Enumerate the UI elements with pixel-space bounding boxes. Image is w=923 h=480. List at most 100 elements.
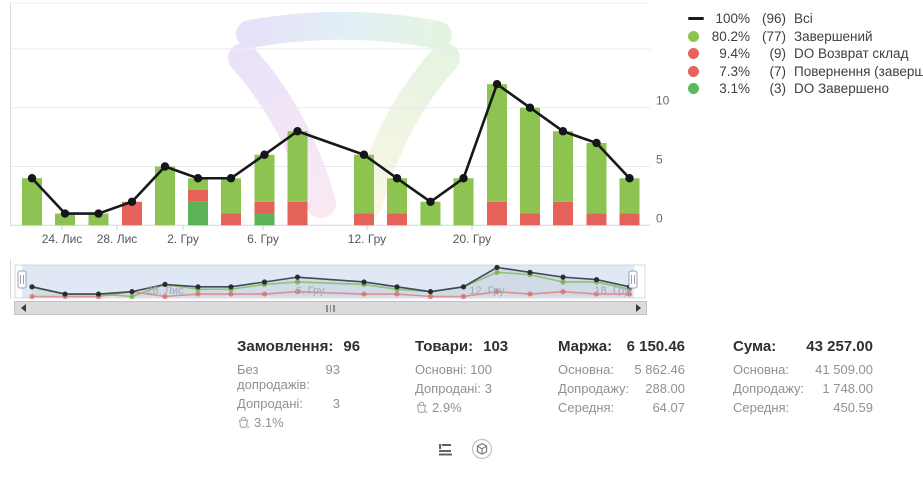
scrollbar-right-arrow-button[interactable] xyxy=(630,302,646,314)
stat-title: Маржа: xyxy=(558,338,613,355)
line-point xyxy=(127,197,137,206)
navigator-total-series-point xyxy=(593,276,600,283)
bar-segment-red[interactable] xyxy=(387,213,407,226)
navigator-date-label: 12. Гру xyxy=(469,285,505,297)
y-axis-label: 10 xyxy=(656,94,670,108)
upsell-rate: x 2.9% xyxy=(415,400,492,415)
bar-segment-red[interactable] xyxy=(122,201,142,226)
navigator-total-series-point xyxy=(460,284,467,290)
total-line-series[interactable] xyxy=(31,82,631,215)
legend-item-4[interactable]: 3.1% (3) DO Завершено xyxy=(688,81,923,97)
bar-segment-green[interactable] xyxy=(520,107,540,214)
bar-segment-red[interactable] xyxy=(553,201,573,226)
x-axis-label: 20. Гру xyxy=(453,232,491,246)
bar-segment-green[interactable] xyxy=(387,178,407,214)
bar-segment-dark_green[interactable] xyxy=(188,201,208,226)
navigator-red-series-point xyxy=(195,291,201,297)
upsell-percent: 2.9% xyxy=(432,400,462,415)
line-point xyxy=(60,209,70,218)
bar-segment-red[interactable] xyxy=(619,213,640,226)
navigator-total-series-point xyxy=(29,284,35,290)
line-point xyxy=(359,150,369,159)
line-point xyxy=(293,127,302,136)
navigator-total-series-point xyxy=(261,279,268,285)
line-marker-icon xyxy=(688,17,708,21)
bar-segment-green[interactable] xyxy=(221,178,241,214)
legend-item-2[interactable]: 9.4% (9) DO Возврат склад xyxy=(688,46,923,62)
bar-segment-green[interactable] xyxy=(254,154,275,202)
bar-segment-red[interactable] xyxy=(487,201,507,226)
bar-segment-red[interactable] xyxy=(254,201,275,214)
legend-item-1[interactable]: 80.2% (77) Завершений xyxy=(688,28,923,44)
line-point xyxy=(525,103,535,112)
navigator-red-series-point xyxy=(460,293,467,300)
bar-segment-green[interactable] xyxy=(188,178,208,191)
line-point xyxy=(193,174,203,183)
legend-item-3[interactable]: 7.3% (7) Повернення (завершений) xyxy=(688,63,923,79)
legend-count: (9) xyxy=(769,46,787,62)
bar-segment-green[interactable] xyxy=(287,131,308,202)
y-axis-label: 0 xyxy=(656,211,663,225)
line-point xyxy=(94,209,103,218)
bar-segment-green[interactable] xyxy=(55,213,75,226)
bar-segment-red[interactable] xyxy=(221,213,241,226)
dot-marker-icon xyxy=(688,48,708,60)
navigator-red-series-point xyxy=(626,291,633,297)
bar-segment-green[interactable] xyxy=(155,166,175,226)
navigator-total-series xyxy=(31,266,630,295)
stat-title: Замовлення: xyxy=(237,338,334,355)
stat-row: Основна: 41 509.00 xyxy=(733,362,873,377)
list-stats-icon[interactable] xyxy=(436,441,453,457)
bar-segment-red[interactable] xyxy=(520,213,540,226)
package-icon[interactable] xyxy=(471,438,493,460)
legend-count: (7) xyxy=(769,63,787,79)
navigator-right-handle[interactable] xyxy=(628,270,638,289)
bar-segment-green[interactable] xyxy=(553,131,573,202)
bar-segment-green[interactable] xyxy=(453,178,474,226)
bar-segment-green[interactable] xyxy=(619,178,640,214)
bar-segment-green[interactable] xyxy=(487,84,507,202)
navigator-total-series-point xyxy=(195,284,201,290)
bar-segment-green[interactable] xyxy=(586,142,607,214)
footer-toolbar xyxy=(436,438,493,460)
bar-segment-red[interactable] xyxy=(354,213,374,226)
stat-value: 64.07 xyxy=(652,400,685,415)
bar-segment-red[interactable] xyxy=(586,213,607,226)
line-point xyxy=(27,174,37,183)
scrollbar-left-arrow-button[interactable] xyxy=(15,302,31,314)
legend-item-0[interactable]: 100% (96) Всі xyxy=(688,11,923,26)
navigator-red-series-point xyxy=(228,291,234,297)
bar-segment-green[interactable] xyxy=(420,201,441,226)
stat-label: Допродані: xyxy=(415,381,481,396)
navigator-red-series-point xyxy=(162,293,168,300)
legend-label: DO Завершено xyxy=(794,81,890,97)
bar-segment-red[interactable] xyxy=(188,190,208,202)
scrollbar-grip-icon[interactable] xyxy=(326,304,335,312)
navigator-date-label: 28. Лис xyxy=(146,285,184,297)
chart-scrollbar[interactable] xyxy=(14,301,647,315)
stat-title: Товари: xyxy=(415,338,474,355)
navigator-total-series-point xyxy=(228,284,234,290)
line-point xyxy=(426,197,435,206)
stat-row: Допродажу: 288.00 xyxy=(558,381,685,396)
scrollbar-track[interactable] xyxy=(31,302,630,314)
legend-percent: 80.2% xyxy=(711,28,750,44)
chart-range-navigator[interactable]: 28. Лис 6. Гру 12. Гру 18. Гру xyxy=(0,259,660,301)
navigator-red-series-point xyxy=(361,291,367,297)
bar-segment-dark_green[interactable] xyxy=(254,213,275,226)
line-point xyxy=(160,162,170,171)
navigator-red-series-point xyxy=(29,293,35,300)
bar-segment-green[interactable] xyxy=(22,178,42,226)
orders-stacked-bar-line-chart: 0 5 10 24. Лис 28. Лис 2. Гру 6. Гру 12. Гру 20.… xyxy=(10,2,670,246)
bar-segment-green[interactable] xyxy=(354,154,374,214)
right-arrow-icon xyxy=(635,304,641,312)
navigator-left-handle[interactable] xyxy=(17,270,27,289)
stat-row: Без допродажів: 93 xyxy=(237,362,340,392)
x-axis-label: 24. Лис xyxy=(42,232,83,246)
bar-segment-red[interactable] xyxy=(287,201,308,226)
navigator-area xyxy=(32,267,630,297)
upsell-percent: 3.1% xyxy=(254,415,284,430)
stat-label: Допродажу: xyxy=(733,381,805,396)
bar-segment-green[interactable] xyxy=(88,213,109,226)
